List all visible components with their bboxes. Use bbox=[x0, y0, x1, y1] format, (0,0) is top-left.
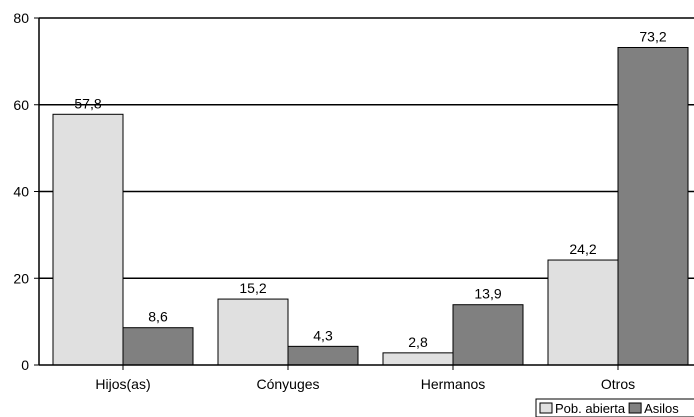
bar-data-label: 57,8 bbox=[74, 95, 101, 111]
bar bbox=[122, 327, 194, 366]
gridlines bbox=[39, 17, 694, 279]
bar-data-label: 2,8 bbox=[408, 334, 428, 350]
legend-label: Pob. abierta bbox=[555, 401, 626, 416]
bar bbox=[217, 298, 289, 366]
y-tick-label: 0 bbox=[21, 357, 29, 373]
x-tick-label: Otros bbox=[601, 376, 635, 392]
bar bbox=[547, 259, 619, 366]
y-axis-ticks: 0 20 40 60 80 bbox=[13, 10, 39, 373]
bar-data-label: 24,2 bbox=[569, 241, 596, 257]
bar-data-label: 4,3 bbox=[313, 327, 333, 343]
bar bbox=[617, 46, 689, 366]
x-tick-label: Cónyuges bbox=[256, 376, 319, 392]
bar bbox=[287, 345, 359, 366]
bar-data-label: 15,2 bbox=[239, 280, 266, 296]
x-tick-label: Hijos(as) bbox=[95, 376, 150, 392]
data-labels: 57,8 8,6 15,2 4,3 2,8 13,9 24,2 73,2 bbox=[74, 28, 666, 349]
bar bbox=[52, 113, 124, 366]
legend-swatch bbox=[539, 402, 553, 414]
legend-swatch bbox=[628, 402, 642, 414]
y-tick-label: 40 bbox=[13, 184, 29, 200]
legend-label: Asilos bbox=[644, 401, 679, 416]
legend: Pob. abierta Asilos bbox=[535, 398, 694, 417]
x-axis-ticks: Hijos(as) Cónyuges Hermanos Otros bbox=[95, 365, 635, 392]
bars bbox=[52, 46, 689, 366]
legend-box bbox=[535, 398, 694, 417]
y-tick-label: 60 bbox=[13, 97, 29, 113]
bar-data-label: 73,2 bbox=[639, 28, 666, 44]
x-tick-label: Hermanos bbox=[421, 376, 486, 392]
y-tick-label: 20 bbox=[13, 270, 29, 286]
bar bbox=[382, 352, 454, 366]
bar bbox=[452, 304, 524, 366]
bar-data-label: 13,9 bbox=[474, 286, 501, 302]
y-tick-label: 80 bbox=[13, 10, 29, 26]
bar-data-label: 8,6 bbox=[148, 309, 168, 325]
